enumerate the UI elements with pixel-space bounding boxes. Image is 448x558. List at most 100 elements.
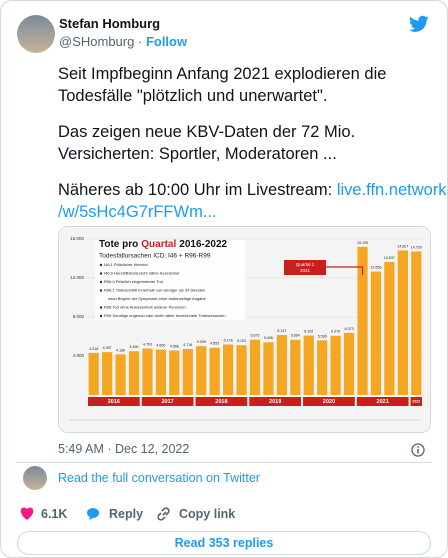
bar xyxy=(182,349,193,395)
y-tick-label: 4.000 xyxy=(73,353,85,358)
bar xyxy=(249,339,261,395)
y-tick-label: 16.000 xyxy=(70,236,84,241)
value-label: 15.199 xyxy=(357,241,368,245)
annotation-box xyxy=(284,260,326,275)
value-label: 4.566 xyxy=(170,344,179,348)
legend-text: I46.1 Plötzlicher Herztod xyxy=(104,262,148,267)
avatar[interactable] xyxy=(17,15,55,53)
year-box xyxy=(141,397,194,406)
tweet-line: Näheres ab 10:00 Uhr im Livestream: xyxy=(58,181,333,199)
year-label: 2019 xyxy=(269,399,281,405)
link[interactable]: live.ffn.network xyxy=(336,181,447,199)
read-replies-button[interactable]: Read 353 replies xyxy=(17,531,431,555)
bar xyxy=(236,345,247,395)
avatar-small xyxy=(23,466,47,490)
value-label: 5.673 xyxy=(251,334,260,338)
twitter-logo[interactable] xyxy=(409,15,429,33)
value-label: 14.720 xyxy=(411,245,422,249)
link-icon[interactable] xyxy=(156,506,172,521)
bar xyxy=(142,348,153,395)
value-label: 4.318 xyxy=(89,347,98,351)
legend-box xyxy=(95,240,245,320)
legend-bullet xyxy=(99,263,103,267)
value-label: 12.659 xyxy=(370,266,381,270)
follow-button[interactable]: Follow xyxy=(145,34,188,49)
year-box xyxy=(356,397,409,406)
y-tick-label: 12.000 xyxy=(70,275,84,280)
legend-text: nach Beginn der Symptome,ohne anderweiti… xyxy=(108,296,207,301)
bar xyxy=(128,351,140,395)
read-conversation[interactable]: Read the full conversation on Twitter xyxy=(58,471,260,485)
annotation-arrow xyxy=(326,266,364,275)
divider xyxy=(17,462,431,463)
author-handle[interactable]: @SHomburg xyxy=(59,34,135,49)
value-label: 4.166 xyxy=(116,348,125,352)
chart-subtitle: Todesfallursachen ICD: I46 + R96-R99 xyxy=(99,253,211,260)
link[interactable]: /w/5sHc4G7rFFWm... xyxy=(58,203,217,221)
value-label: 4.397 xyxy=(103,346,112,350)
annotation-text: Quartal 1 xyxy=(296,262,315,267)
legend-text: R99 Sonstige ungenau oder nicht näher be… xyxy=(104,313,226,318)
chart-image[interactable]: 4.000 8.000 12.000 16.000 4.318 4.397 4.166 4.4… xyxy=(58,226,431,433)
tweet-line: Das zeigen neue KBV-Daten der 72 Mio. xyxy=(58,123,356,141)
bar xyxy=(397,250,408,395)
year-label: 2016 xyxy=(108,399,120,405)
bar xyxy=(263,342,274,395)
tweet-line: Todesfälle "plötzlich und unerwartet". xyxy=(58,87,328,105)
bar xyxy=(411,251,422,395)
bar xyxy=(169,350,180,395)
value-label: 4.853 xyxy=(210,342,219,346)
reply-button[interactable]: Reply xyxy=(109,507,144,521)
bar xyxy=(102,352,113,395)
year-label: 2021 xyxy=(377,399,389,405)
chart-title-part: 2016-2022 xyxy=(179,239,227,250)
bar xyxy=(290,339,301,395)
copy-link[interactable]: Copy link xyxy=(179,507,236,521)
year-label: 2017 xyxy=(162,399,174,405)
year-box xyxy=(249,397,302,406)
timestamp[interactable]: 5:49 AM · Dec 12, 2022 xyxy=(58,442,190,456)
bar xyxy=(330,335,341,395)
bar xyxy=(276,335,287,395)
bar xyxy=(155,349,167,395)
value-label: 6.102 xyxy=(304,329,313,333)
chart-title: Tote pro Quartal 2016-2022 xyxy=(99,239,228,250)
year-label: 2020 xyxy=(323,399,335,405)
bar xyxy=(357,246,368,395)
value-label: 6.076 xyxy=(331,330,340,334)
year-box xyxy=(410,397,422,406)
value-label: 5.178 xyxy=(224,338,233,342)
value-label: 4.490 xyxy=(130,345,139,349)
value-label: 13.637 xyxy=(384,256,395,260)
value-label: 5.104 xyxy=(237,339,246,343)
value-label: 5.406 xyxy=(264,336,273,340)
legend-bullet xyxy=(99,280,103,284)
info-icon[interactable] xyxy=(411,443,425,457)
like-icon[interactable] xyxy=(19,506,35,521)
chart-title-part: Tote pro xyxy=(99,239,138,250)
reply-icon[interactable] xyxy=(85,506,101,521)
bar xyxy=(223,344,234,395)
value-label: 6.373 xyxy=(345,327,354,331)
bar xyxy=(115,354,126,395)
bar xyxy=(317,340,328,395)
value-label: 5.596 xyxy=(318,334,327,338)
like-count[interactable]: 6.1K xyxy=(41,507,68,521)
value-label: 4.716 xyxy=(183,343,192,347)
bar xyxy=(343,332,355,395)
legend-text: R96.1 Todeseintritt innerhalb von wenige… xyxy=(104,288,205,293)
legend-text: I46.9 Herzstillstand,nicht näher bezeich… xyxy=(104,271,180,276)
value-label: 4.763 xyxy=(143,343,152,347)
value-label: 14.827 xyxy=(397,244,408,248)
legend-bullet xyxy=(99,289,103,292)
bar xyxy=(209,347,220,395)
chart-title-part: Quartal xyxy=(141,239,176,250)
legend-bullet xyxy=(99,314,103,318)
year-label: 2018 xyxy=(215,399,227,405)
annotation-text: 2021 xyxy=(300,268,311,273)
value-label: 4.650 xyxy=(156,344,165,348)
author-name[interactable]: Stefan Homburg xyxy=(59,16,161,31)
legend-bullet xyxy=(99,272,103,275)
year-box xyxy=(303,397,355,406)
bar xyxy=(303,335,314,395)
